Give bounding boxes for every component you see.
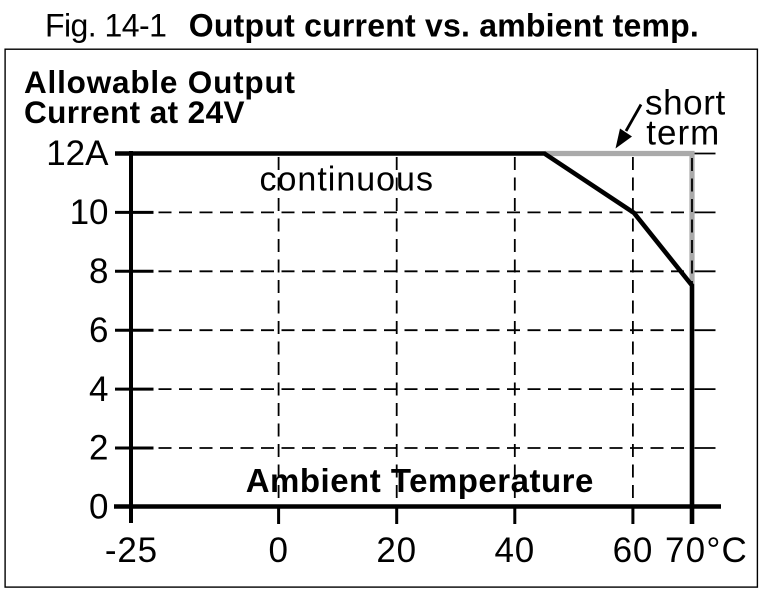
svg-text:Allowable Output: Allowable Output [24, 64, 296, 100]
svg-text:40: 40 [495, 531, 536, 570]
svg-text:6: 6 [89, 311, 108, 350]
svg-text:60: 60 [613, 531, 654, 570]
svg-text:12A: 12A [46, 134, 109, 173]
svg-text:70°C: 70°C [665, 531, 748, 570]
svg-text:4: 4 [89, 370, 108, 409]
svg-text:short: short [645, 84, 726, 123]
svg-text:0: 0 [89, 488, 108, 527]
svg-text:2: 2 [89, 429, 108, 468]
svg-text:Fig. 14-1: Fig. 14-1 [45, 8, 166, 44]
svg-text:-25: -25 [105, 531, 158, 570]
svg-text:continuous: continuous [260, 160, 434, 198]
svg-text:10: 10 [70, 193, 109, 232]
svg-text:Output current vs. ambient tem: Output current vs. ambient temp. [189, 8, 699, 44]
svg-text:20: 20 [376, 531, 417, 570]
svg-text:term: term [646, 114, 720, 153]
svg-text:8: 8 [89, 252, 108, 291]
svg-text:Current at 24V: Current at 24V [24, 94, 245, 130]
svg-text:0: 0 [268, 531, 288, 570]
svg-text:Ambient Temperature: Ambient Temperature [246, 462, 594, 499]
